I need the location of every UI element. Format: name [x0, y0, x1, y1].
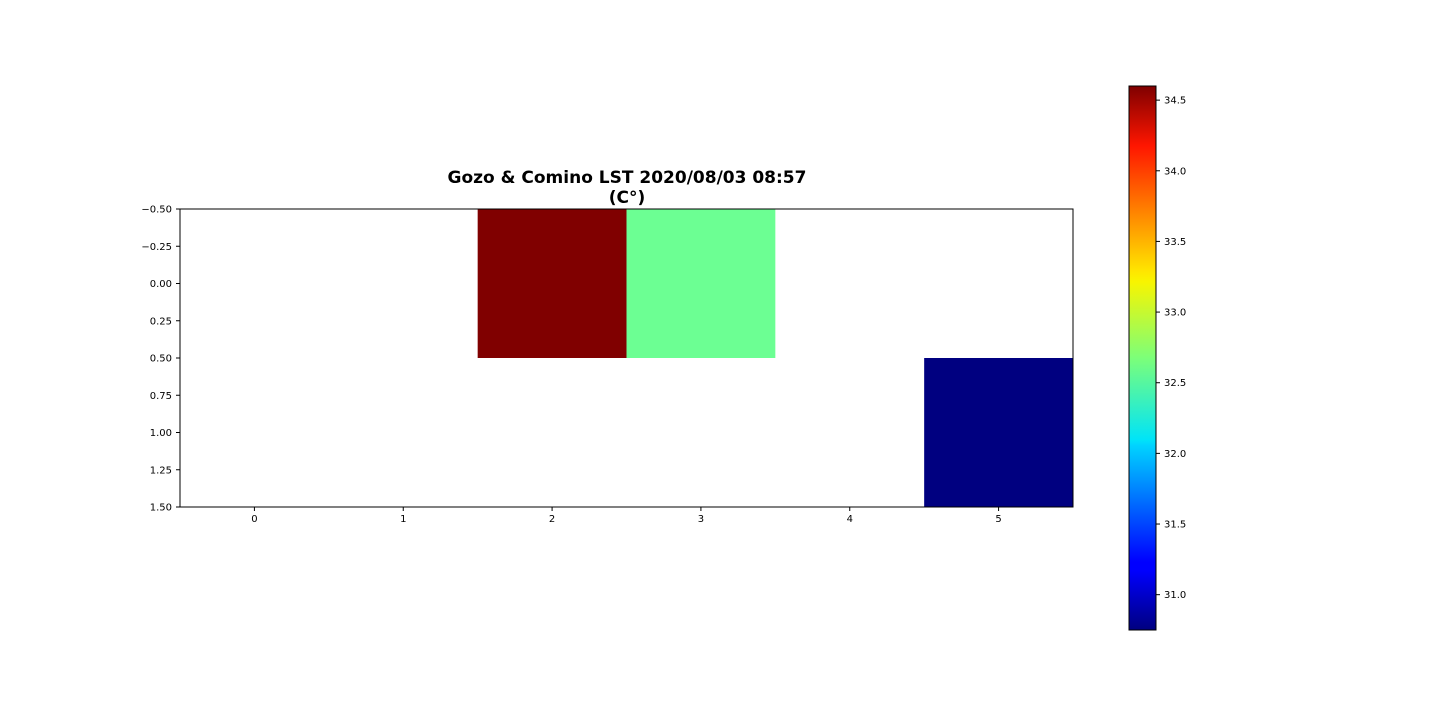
y-tick-label: 0.75 [150, 391, 172, 402]
x-axis: 0 1 2 3 4 5 [251, 507, 1002, 525]
colorbar-axis: 31.0 31.5 32.0 32.5 33.0 33.5 34.0 34.5 [1156, 96, 1186, 601]
colorbar [1128, 85, 1157, 631]
x-tick-label: 2 [549, 514, 555, 525]
x-tick-label: 3 [698, 514, 704, 525]
y-tick-label: 0.00 [150, 279, 172, 290]
colorbar-tick-label: 31.0 [1164, 590, 1186, 601]
y-tick-label: 1.00 [150, 428, 172, 439]
colorbar-tick-label: 34.0 [1164, 166, 1186, 177]
heatmap-cell-r0-c2 [477, 209, 627, 358]
x-tick-label: 1 [400, 514, 406, 525]
y-tick-label: 1.50 [150, 503, 172, 514]
y-tick-label: −0.25 [141, 242, 172, 253]
heatmap-cells [477, 209, 1073, 507]
colorbar-tick-label: 32.0 [1164, 449, 1186, 460]
heatmap-cell-r1-c5 [924, 358, 1073, 507]
colorbar-tick-label: 31.5 [1164, 520, 1186, 531]
y-tick-label: 1.25 [150, 465, 172, 476]
colorbar-tick-label: 33.5 [1164, 237, 1186, 248]
heatmap-cell-r0-c3 [626, 209, 776, 358]
x-tick-label: 4 [847, 514, 853, 525]
x-tick-label: 5 [995, 514, 1001, 525]
chart-title: Gozo & Comino LST 2020/08/03 08:57 [448, 168, 807, 188]
y-tick-label: 0.50 [150, 354, 172, 365]
chart-title-unit: (C°) [609, 188, 646, 208]
x-tick-label: 0 [251, 514, 257, 525]
colorbar-tick-label: 32.5 [1164, 378, 1186, 389]
colorbar-tick-label: 34.5 [1164, 96, 1186, 107]
y-axis: −0.50 −0.25 0.00 0.25 0.50 0.75 1.00 1.25 1.50 [141, 205, 180, 514]
y-tick-label: −0.50 [141, 205, 172, 216]
y-tick-label: 0.25 [150, 316, 172, 327]
colorbar-tick-label: 33.0 [1164, 308, 1186, 319]
